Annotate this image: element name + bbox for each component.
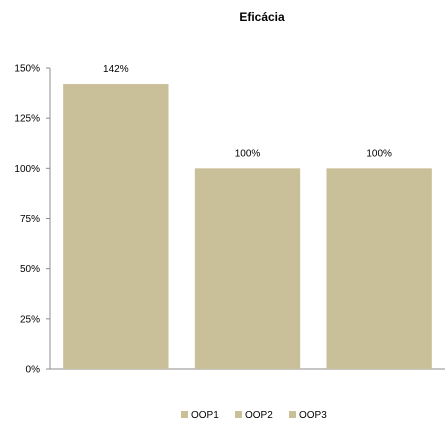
y-tick-label: 150% [14, 64, 40, 75]
y-tick-label: 50% [20, 264, 40, 275]
data-label: 100% [235, 148, 261, 159]
y-tick-label: 75% [20, 214, 40, 225]
legend-label: OOP2 [245, 410, 273, 421]
y-tick-label: 100% [14, 164, 40, 175]
y-tick-label: 125% [14, 114, 40, 125]
data-labels: 142% 100% 100% [103, 64, 392, 159]
legend-label: OOP1 [191, 410, 219, 421]
chart-title: Eficácia [239, 10, 285, 24]
legend: OOP1 OOP2 OOP3 [181, 410, 327, 421]
data-label: 100% [366, 148, 392, 159]
legend-swatch [289, 411, 296, 418]
bar-oop2 [194, 168, 301, 369]
bar-oop3 [326, 168, 432, 369]
legend-swatch [235, 411, 242, 418]
bars [63, 84, 432, 369]
legend-swatch [181, 411, 188, 418]
data-label: 142% [103, 64, 129, 75]
bar-oop1 [63, 84, 169, 369]
y-tick-label: 25% [20, 314, 40, 325]
legend-label: OOP3 [299, 410, 327, 421]
y-tick-label: 0% [26, 365, 41, 376]
